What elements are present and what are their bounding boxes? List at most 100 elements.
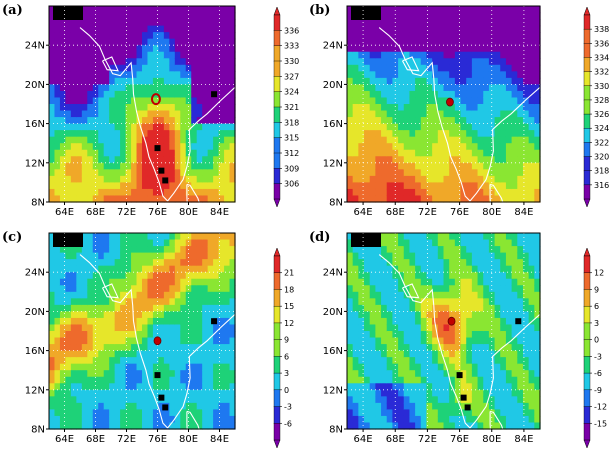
- field-cell: [54, 64, 61, 72]
- field-cell: [103, 402, 110, 410]
- field-cell: [369, 311, 376, 319]
- field-cell: [213, 149, 220, 157]
- field-cell: [147, 19, 154, 27]
- field-cell: [224, 45, 231, 53]
- field-cell: [163, 304, 170, 312]
- field-cell: [120, 265, 127, 273]
- field-cell: [449, 143, 456, 151]
- field-cell: [142, 58, 149, 66]
- field-cell: [213, 188, 220, 197]
- field-cell: [70, 304, 77, 312]
- field-cell: [59, 71, 67, 79]
- field-cell: [218, 337, 225, 345]
- field-cell: [420, 370, 428, 378]
- field-cell: [454, 422, 462, 430]
- field-cell: [120, 233, 127, 241]
- field-cell: [500, 12, 507, 20]
- field-cell: [437, 298, 445, 306]
- field-cell: [202, 110, 209, 118]
- field-cell: [120, 130, 127, 138]
- field-cell: [174, 149, 181, 157]
- field-cell: [522, 12, 530, 20]
- field-cell: [120, 415, 127, 424]
- field-cell: [180, 64, 187, 72]
- field-cell: [218, 350, 225, 358]
- field-cell: [98, 77, 105, 85]
- field-cell: [347, 97, 354, 105]
- field-cell: [409, 188, 416, 197]
- field-cell: [152, 77, 160, 85]
- field-cell: [477, 239, 484, 247]
- field-cell: [218, 304, 225, 312]
- field-cell: [152, 252, 160, 260]
- field-cell: [142, 259, 149, 267]
- field-cell: [136, 259, 143, 267]
- field-cell: [147, 402, 154, 410]
- field-cell: [54, 376, 61, 384]
- field-cell: [511, 324, 518, 332]
- field-cell: [494, 58, 501, 66]
- field-cell: [131, 298, 138, 306]
- field-cell: [505, 97, 513, 105]
- field-cell: [505, 402, 513, 410]
- field-cell: [358, 402, 365, 410]
- field-cell: [180, 12, 187, 20]
- field-cell: [229, 97, 236, 105]
- field-cell: [528, 344, 535, 352]
- field-cell: [202, 357, 209, 365]
- field-cell: [185, 123, 192, 131]
- field-cell: [375, 51, 382, 59]
- field-cell: [202, 162, 209, 170]
- field-cell: [224, 357, 231, 365]
- field-cell: [443, 278, 450, 286]
- field-cell: [528, 104, 535, 112]
- field-cell: [483, 156, 490, 164]
- field-cell: [131, 143, 138, 151]
- field-cell: [103, 90, 110, 99]
- field-cell: [437, 285, 445, 293]
- field-cell: [136, 77, 143, 85]
- field-cell: [147, 143, 154, 151]
- field-cell: [180, 6, 187, 14]
- field-cell: [174, 252, 181, 260]
- field-cell: [202, 331, 209, 339]
- field-cell: [180, 317, 187, 326]
- field-cell: [174, 71, 181, 79]
- field-cell: [528, 136, 535, 144]
- field-cell: [415, 25, 422, 33]
- field-cell: [522, 304, 530, 312]
- field-cell: [488, 402, 496, 410]
- field-cell: [477, 304, 484, 312]
- field-cell: [415, 272, 422, 280]
- field-cell: [449, 402, 456, 410]
- field-cell: [185, 64, 192, 72]
- field-cell: [65, 38, 72, 46]
- field-cell: [98, 324, 105, 332]
- field-cell: [369, 58, 376, 66]
- field-cell: [120, 84, 127, 92]
- field-cell: [59, 32, 67, 40]
- field-cell: [386, 169, 394, 177]
- field-cell: [500, 162, 507, 170]
- field-cell: [358, 123, 365, 131]
- coastline: [102, 56, 119, 72]
- field-cell: [109, 58, 116, 66]
- field-cell: [136, 311, 143, 319]
- field-cell: [131, 402, 138, 410]
- field-cell: [488, 278, 496, 286]
- field-cell: [152, 71, 160, 79]
- field-cell: [125, 265, 132, 273]
- field-cell: [522, 143, 530, 151]
- colorbar-tick-label: 318: [594, 167, 609, 176]
- field-cell: [437, 239, 445, 247]
- field-cell: [494, 19, 501, 27]
- field-cell: [477, 136, 484, 144]
- field-cell: [352, 32, 359, 40]
- field-cell: [505, 6, 513, 14]
- field-cell: [147, 337, 154, 345]
- field-cell: [81, 259, 88, 267]
- field-cell: [224, 272, 231, 280]
- colorbar-tick-label: 326: [594, 110, 609, 119]
- field-cell: [386, 239, 394, 247]
